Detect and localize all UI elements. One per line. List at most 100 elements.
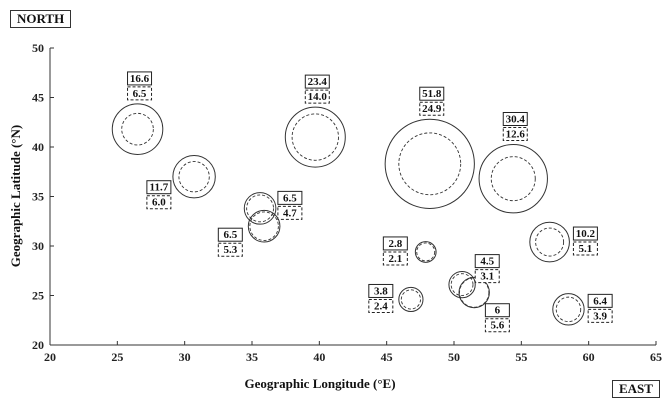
bubble-outer — [384, 118, 475, 209]
x-axis-title: Geographic Longitude (°E) — [244, 376, 395, 391]
outer-value-box — [572, 226, 598, 241]
inner-value-label: 3.9 — [593, 310, 607, 322]
x-tick-label: 25 — [111, 350, 123, 364]
x-tick-label: 35 — [246, 350, 258, 364]
y-tick-label: 45 — [32, 91, 44, 105]
bubble-inner — [490, 156, 536, 202]
bubble-outer — [172, 154, 216, 199]
x-tick-label: 60 — [583, 350, 595, 364]
bubble-inner — [398, 132, 462, 196]
x-tick-label: 50 — [448, 350, 460, 364]
bubble-outer — [478, 143, 548, 214]
outer-value-box — [368, 283, 394, 298]
value-label-pair: 16.6 6.5 — [127, 71, 153, 101]
outer-value-label: 16.6 — [130, 73, 150, 85]
inner-value-label: 5.1 — [579, 243, 593, 255]
inner-value-label: 2.1 — [388, 253, 402, 265]
outer-value-box — [474, 254, 500, 269]
outer-value-label: 2.8 — [388, 238, 402, 250]
bubble-outer — [414, 241, 437, 263]
outer-value-box — [382, 236, 408, 251]
value-label-pair: 51.8 24.9 — [419, 86, 445, 116]
inner-value-label: 6.0 — [152, 197, 166, 209]
inner-value-box — [382, 251, 408, 266]
bubble-inner — [416, 242, 436, 262]
bubble-inner — [178, 161, 210, 193]
outer-value-box — [217, 227, 243, 242]
x-tick-label: 55 — [515, 350, 527, 364]
outer-value-label: 4.5 — [480, 256, 494, 268]
inner-value-label: 2.4 — [374, 300, 388, 312]
outer-value-box — [127, 71, 153, 86]
y-tick-label: 50 — [32, 41, 44, 55]
x-tick-label: 30 — [179, 350, 191, 364]
value-label-pair: 4.53.1 — [474, 254, 500, 284]
value-label-pair: 6.54.7 — [277, 190, 303, 220]
y-tick-label: 30 — [32, 239, 44, 253]
outer-value-label: 11.7 — [150, 182, 169, 194]
outer-value-label: 51.8 — [422, 88, 442, 100]
bubble-outer — [111, 103, 164, 155]
axes: 20 25 30 35 40 45 50 55 60 65 20 25 30 35 40 45 50 — [32, 41, 662, 364]
inner-value-box — [484, 318, 510, 333]
bubble-outer — [284, 106, 346, 168]
bubble-inner — [400, 289, 421, 310]
north-label: NORTH — [10, 10, 72, 28]
bubble-inner — [555, 296, 582, 323]
outer-value-label: 6 — [495, 305, 501, 317]
inner-value-label: 24.9 — [422, 103, 442, 115]
inner-value-box — [146, 195, 172, 210]
east-label: EAST — [612, 380, 660, 398]
y-tick-label: 25 — [32, 289, 44, 303]
inner-value-box — [127, 86, 153, 101]
x-tick-label: 45 — [381, 350, 393, 364]
bubble-inner — [535, 227, 565, 257]
inner-value-label: 5.6 — [491, 320, 505, 332]
outer-value-label: 23.4 — [308, 76, 328, 88]
value-label-pair: 6.55.3 — [217, 227, 243, 257]
x-tick-label: 20 — [44, 350, 56, 364]
inner-value-label: 12.6 — [506, 128, 526, 140]
inner-value-box — [304, 89, 330, 104]
x-tick-label: 65 — [650, 350, 662, 364]
outer-value-label: 30.4 — [506, 113, 526, 125]
value-label-pair: 10.2 5.1 — [572, 226, 598, 256]
y-axis-title: Geographic Latitude (°N) — [8, 125, 23, 267]
outer-value-box — [587, 293, 613, 308]
bubble-outer — [552, 293, 585, 326]
value-label-pair: 2.82.1 — [382, 236, 408, 266]
outer-value-box — [502, 111, 528, 126]
inner-value-label: 4.7 — [283, 207, 297, 219]
inner-value-label: 14.0 — [308, 91, 328, 103]
outer-value-box — [146, 180, 172, 195]
outer-value-label: 6.5 — [283, 192, 297, 204]
outer-value-label: 3.8 — [374, 285, 388, 297]
bubble-inner — [450, 273, 474, 296]
value-labels: 16.66.511.76.023.414.06.54.76.55.351.824… — [127, 71, 613, 333]
value-label-pair: 30.4 12.6 — [502, 111, 528, 141]
inner-value-box — [419, 101, 445, 116]
inner-value-label: 3.1 — [480, 271, 494, 283]
inner-value-box — [474, 269, 500, 284]
inner-value-box — [587, 308, 613, 323]
bubble-outer — [243, 192, 277, 225]
y-tick-label: 40 — [32, 140, 44, 154]
outer-value-label: 6.4 — [593, 295, 607, 307]
outer-value-label: 10.2 — [576, 228, 596, 240]
bubble-inner — [459, 277, 490, 308]
value-label-pair: 11.7 6.0 — [146, 180, 172, 210]
inner-value-box — [502, 126, 528, 141]
inner-value-box — [368, 298, 394, 313]
inner-value-box — [217, 242, 243, 257]
inner-value-box — [277, 205, 303, 220]
outer-value-box — [304, 74, 330, 89]
bubble-outer — [448, 270, 476, 299]
bubble-inner — [249, 211, 279, 241]
value-label-pair: 23.4 14.0 — [304, 74, 330, 104]
y-tick-label: 20 — [32, 338, 44, 352]
bubbles — [111, 103, 585, 326]
value-label-pair: 3.82.4 — [368, 283, 394, 313]
bubble-outer — [529, 221, 570, 263]
bubble-inner — [121, 112, 154, 146]
